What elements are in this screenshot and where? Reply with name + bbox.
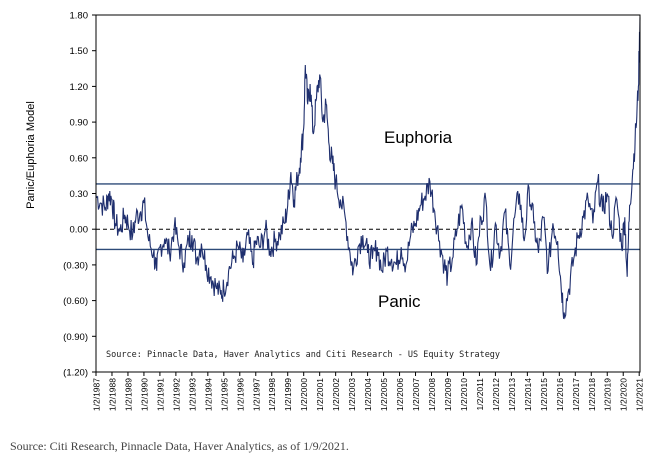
inner-source-note: Source: Pinnacle Data, Haver Analytics a…	[106, 350, 500, 360]
y-tick-label: 1.80	[70, 11, 89, 22]
x-tick-label: 1/2/2009	[443, 378, 453, 411]
y-tick-label: (0.90)	[63, 332, 88, 343]
y-axis-label: Panic/Euphoria Model	[25, 101, 37, 209]
panic-annotation: Panic	[378, 292, 421, 311]
x-tick-label: 1/2/2007	[411, 378, 421, 411]
x-tick-label: 1/2/1998	[267, 378, 277, 411]
y-tick-label: 1.50	[70, 46, 89, 57]
x-tick-label: 1/2/1996	[235, 378, 245, 411]
x-tick-label: 1/2/1990	[139, 378, 149, 411]
x-tick-label: 1/2/1989	[123, 378, 133, 411]
x-tick-label: 1/2/2005	[379, 378, 389, 411]
x-tick-label: 1/2/2013	[507, 378, 517, 411]
footer-source: Source: Citi Research, Pinnacle Data, Ha…	[10, 439, 349, 453]
x-tick-label: 1/2/2011	[475, 378, 485, 411]
x-tick-label: 1/2/1995	[219, 378, 229, 411]
y-tick-label: (0.30)	[63, 260, 88, 271]
x-tick-label: 1/2/2014	[523, 378, 533, 411]
x-tick-label: 1/2/2008	[427, 378, 437, 411]
x-tick-label: 1/2/2000	[299, 378, 309, 411]
x-tick-label: 1/2/2019	[603, 378, 613, 411]
y-tick-label: (1.20)	[63, 368, 88, 379]
y-tick-label: 0.90	[70, 118, 89, 129]
x-tick-label: 1/2/2012	[491, 378, 501, 411]
plot-frame	[95, 14, 641, 373]
y-tick-label: 0.30	[70, 189, 89, 200]
y-tick-label: 0.00	[70, 225, 89, 236]
x-tick-label: 1/2/1991	[155, 378, 165, 411]
x-tick-label: 1/2/2002	[331, 378, 341, 411]
x-tick-label: 1/2/1994	[203, 378, 213, 411]
x-tick-label: 1/2/2018	[587, 378, 597, 411]
x-tick-label: 1/2/2020	[619, 378, 629, 411]
x-tick-label: 1/2/2001	[315, 378, 325, 411]
x-tick-label: 1/2/2016	[555, 378, 565, 411]
euphoria-annotation: Euphoria	[384, 128, 453, 147]
x-tick-label: 1/2/1997	[251, 378, 261, 411]
y-tick-label: 1.20	[70, 82, 89, 93]
x-tick-label: 1/2/2006	[395, 378, 405, 411]
y-tick-label: 0.60	[70, 153, 89, 164]
x-tick-label: 1/2/2015	[539, 378, 549, 411]
x-tick-label: 1/2/1993	[187, 378, 197, 411]
y-tick-label: (0.60)	[63, 296, 88, 307]
x-tick-label: 1/2/2003	[347, 378, 357, 411]
x-tick-label: 1/2/2004	[363, 378, 373, 411]
x-tick-label: 1/2/1988	[107, 378, 117, 411]
x-tick-label: 1/2/1999	[283, 378, 293, 411]
x-tick-label: 1/2/1992	[171, 378, 181, 411]
x-tick-label: 1/2/2010	[459, 378, 469, 411]
x-tick-label: 1/2/1987	[92, 378, 102, 411]
series-line	[95, 17, 641, 320]
x-tick-label: 1/2/2021	[635, 378, 645, 411]
x-tick-label: 1/2/2017	[571, 378, 581, 411]
